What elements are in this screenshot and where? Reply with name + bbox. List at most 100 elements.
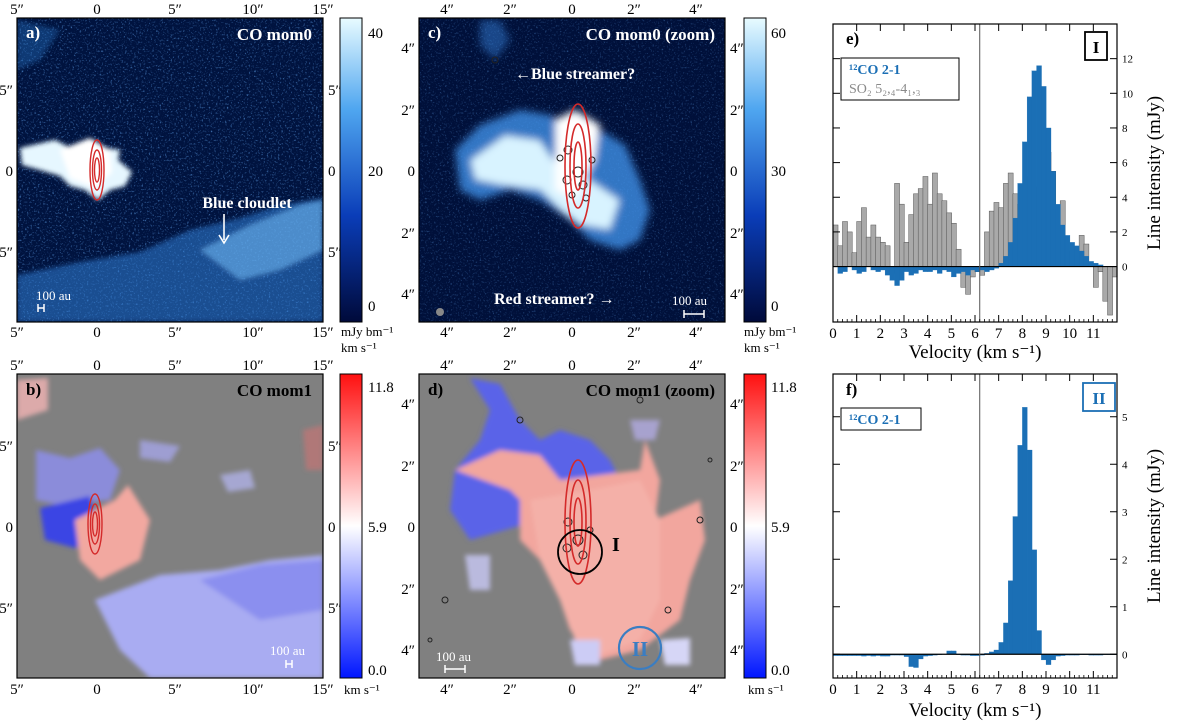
- panel-c-scalebar: [683, 310, 705, 318]
- panel-c-left-tick: 2″: [401, 226, 415, 242]
- spectrum-e-co-bar: [1079, 250, 1085, 267]
- panel-a-bottom-tick: 15″: [312, 325, 333, 341]
- spectrum-e-so2-bar: [1003, 183, 1009, 267]
- spectrum-f-legend: [840, 407, 922, 431]
- spectrum-e-x-tick-label: 9: [1042, 326, 1050, 342]
- spectrum-e-so2-bar: [1102, 266, 1109, 302]
- panel-b-title: CO mom1: [237, 381, 312, 400]
- panel-c-left-tick: 4″: [401, 41, 415, 57]
- spectrum-e-label: e): [846, 29, 859, 48]
- spectrum-e-so2-bar: [936, 193, 943, 267]
- panel-b-right-tick: 5″: [328, 439, 342, 455]
- panel-b-left-tick: 5″: [0, 601, 13, 617]
- spectrum-e-legend-co: ¹²CO 2-1: [849, 63, 901, 78]
- spectrum-f-co-bar: [1008, 580, 1014, 655]
- panel-b-bottom-tick: 0: [93, 682, 101, 698]
- panel-d-top-tick: 2″: [503, 358, 517, 374]
- spectrum-e-so2-bar: [837, 245, 844, 267]
- panel-c-bottom-tick: 4″: [440, 325, 454, 341]
- panel-b-cbar-tick: 11.8: [368, 380, 394, 396]
- spectrum-e-co-bar: [1064, 235, 1071, 267]
- panel-b-top-tick: 0: [93, 358, 101, 374]
- spectrum-e-ylabel: Line intensity (mJy): [1144, 96, 1165, 250]
- spectrum-f-x-tick-label: 6: [971, 682, 979, 698]
- panel-a: a) CO mom0 Blue cloudlet 100 au 5″ 0 5″ …: [0, 2, 393, 355]
- panel-a-colorbar: 40 20 0 mJy bm⁻¹ km s⁻¹: [339, 17, 393, 355]
- panel-d-label: d): [428, 380, 443, 399]
- spectrum-f-x-tick-label: 3: [900, 682, 908, 698]
- spectrum-f-x-tick-label: 8: [1019, 682, 1027, 698]
- panel-b-bottom-tick: 5″: [10, 682, 24, 698]
- panel-d-cbar-unit: km s⁻¹: [748, 682, 784, 697]
- spectrum-e-x-tick-label: 8: [1019, 326, 1027, 342]
- spectrum-f-co-bar: [1045, 654, 1052, 665]
- spectrum-e-co-bar: [1031, 70, 1037, 267]
- panel-a-emission: [17, 20, 323, 322]
- spectrum-f-y-tick-label: 4: [1122, 459, 1128, 471]
- panel-a-top-tick: 0: [93, 2, 101, 18]
- spectrum-f-co-bar: [918, 654, 924, 660]
- spectrum-e-y-tick-label: 6: [1122, 158, 1128, 170]
- spectrum-f-x-tick-label: 1: [853, 682, 861, 698]
- red-streamer-label: Red streamer? →: [494, 291, 615, 308]
- spectrum-e-co-bar: [927, 266, 933, 272]
- spectrum-e-co-bar: [946, 266, 952, 272]
- panel-c-cbar-tick: 0: [771, 299, 779, 315]
- spectrum-e-so2-bar: [832, 224, 839, 267]
- spectrum-e-so2-bar: [913, 193, 919, 267]
- blue-cloudlet-label: Blue cloudlet: [202, 195, 292, 212]
- spectrum-e-co-bar: [884, 266, 891, 276]
- spectrum-f-co-bar: [1022, 407, 1028, 655]
- panel-a-right-tick: 5″: [328, 245, 342, 261]
- spectrum-f-co-bars: [832, 407, 1118, 668]
- spectrum-e-co-bar: [903, 266, 910, 272]
- spectrum-e-co-bar: [908, 266, 914, 276]
- spectrum-e-y-tick-label: 2: [1122, 227, 1128, 239]
- panel-a-top-tick: 5″: [10, 2, 24, 18]
- spectrum-e-co-bar: [922, 266, 929, 272]
- spectrum-e-x-tick-label: 11: [1086, 326, 1100, 342]
- panel-d-bottom-tick: 0: [568, 682, 576, 698]
- panel-c-right-tick: 2″: [730, 226, 744, 242]
- spectrum-e-so2-bar: [988, 210, 995, 267]
- panel-c-scalebar-label: 100 au: [672, 293, 708, 308]
- panel-d-right-tick: 4″: [730, 643, 744, 659]
- spectrum-f-region-box: [1082, 382, 1116, 412]
- spectrum-e-co-bar: [875, 266, 881, 272]
- panel-c-top-tick: 0: [568, 2, 576, 18]
- spectrum-e-so2-bar: [908, 214, 915, 267]
- spectrum-e-so2-bar: [1093, 266, 1099, 288]
- spectrum-f-co-bar: [1017, 445, 1023, 655]
- spectrum-e-x-tick-label: 7: [995, 326, 1003, 342]
- panel-b-top-tick: 5″: [10, 358, 24, 374]
- region-II-circle: [617, 625, 663, 671]
- spectrum-f-x-tick-label: 4: [924, 682, 932, 698]
- spectrum-e-so2-bar: [861, 207, 867, 267]
- panel-a-bottom-tick: 5″: [10, 325, 24, 341]
- panel-d-right-tick: 2″: [730, 459, 744, 475]
- spectrum-e-co-bar: [1074, 245, 1080, 267]
- panel-c-title: CO mom0 (zoom): [586, 25, 715, 44]
- spectrum-e-co-bar: [1036, 65, 1042, 267]
- panel-d-left-tick: 2″: [401, 582, 415, 598]
- panel-c-cbar-unit: mJy bm⁻¹: [744, 324, 796, 339]
- spectrum-e-so2-bar: [955, 248, 962, 267]
- spectrum-e-co-bar: [899, 266, 905, 281]
- panel-c-beam: [436, 308, 444, 316]
- panel-a-top-tick: 10″: [242, 2, 263, 18]
- panel-c-left-tick: 4″: [401, 287, 415, 303]
- spectrum-f-x-tick-label: 9: [1042, 682, 1050, 698]
- spectrum-f-y-tick-label: 2: [1122, 554, 1128, 566]
- panel-d-cbar-tick: 5.9: [771, 520, 790, 536]
- spectrum-e-x-tick-label: 10: [1062, 326, 1077, 342]
- panel-d-scalebar-label: 100 au: [436, 649, 472, 664]
- spectrum-e-co-bar: [1022, 141, 1028, 267]
- spectrum-e-co-bar: [960, 266, 966, 272]
- panel-a-bottom-tick: 0: [93, 325, 101, 341]
- panel-d-top-tick: 4″: [689, 358, 703, 374]
- spectrum-f-co-bar: [1050, 654, 1056, 661]
- panel-d-right-tick: 4″: [730, 397, 744, 413]
- spectrum-e-co-bar: [861, 266, 867, 272]
- spectrum-f-y-tick-label: 1: [1122, 602, 1128, 614]
